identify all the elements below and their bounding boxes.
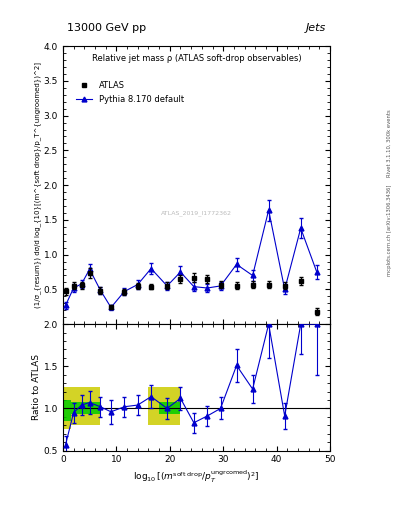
Y-axis label: (1/σ_{resum}) dσ/d log_{10}[(m^{soft drop}/p_T^{ungroomed})^2]: (1/σ_{resum}) dσ/d log_{10}[(m^{soft dro…	[34, 62, 41, 308]
Text: Relative jet mass ρ (ATLAS soft-drop observables): Relative jet mass ρ (ATLAS soft-drop obs…	[92, 54, 301, 63]
X-axis label: $\log_{10}[(m^{\mathrm{soft\ drop}}/p_T^{\mathrm{ungroomed}})^2]$: $\log_{10}[(m^{\mathrm{soft\ drop}}/p_T^…	[133, 468, 260, 485]
Legend: ATLAS, Pythia 8.170 default: ATLAS, Pythia 8.170 default	[72, 78, 187, 107]
Text: ATLAS_2019_I1772362: ATLAS_2019_I1772362	[161, 210, 232, 216]
Text: Rivet 3.1.10, 300k events: Rivet 3.1.10, 300k events	[387, 110, 392, 177]
Text: mcplots.cern.ch [arXiv:1306.3436]: mcplots.cern.ch [arXiv:1306.3436]	[387, 185, 392, 276]
Text: 13000 GeV pp: 13000 GeV pp	[67, 23, 146, 33]
Text: Jets: Jets	[306, 23, 326, 33]
Y-axis label: Ratio to ATLAS: Ratio to ATLAS	[32, 354, 41, 420]
